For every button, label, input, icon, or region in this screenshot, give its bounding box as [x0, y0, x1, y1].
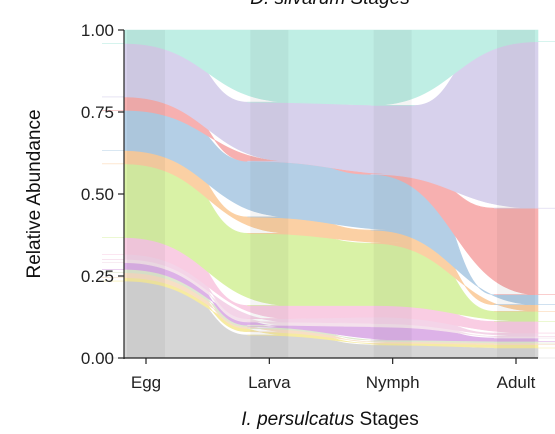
axes: 0.00 0.25 0.50 0.75 1.00 Egg Larva Nymph Adult — [81, 21, 538, 392]
y-tick-label: 0.25 — [81, 267, 114, 286]
area-layer-13 — [102, 41, 555, 209]
x-tick-label-egg: Egg — [131, 373, 161, 392]
area-layer-9 — [102, 163, 555, 322]
stage-band-adult — [497, 30, 535, 358]
area-layer-10 — [102, 150, 555, 312]
x-tick-label-nymph: Nymph — [366, 373, 420, 392]
y-tick-label: 1.00 — [81, 21, 114, 40]
x-tick-label-larva: Larva — [248, 373, 291, 392]
area-layer-14 — [102, 29, 555, 106]
area-layer-7 — [102, 253, 555, 337]
chart-title: D. silvarum Stages — [250, 0, 410, 9]
stage-band-larva — [250, 30, 289, 358]
x-tick-label-adult: Adult — [497, 373, 536, 392]
stage-band-nymph — [373, 30, 412, 358]
x-axis-title-italic: I. persulcatus — [241, 409, 354, 430]
stage-highlight-bands — [127, 30, 535, 358]
area-layer-6 — [102, 258, 555, 339]
y-tick-label: 0.75 — [81, 103, 114, 122]
y-tick-label: 0.50 — [81, 185, 114, 204]
stage-band-egg — [127, 30, 165, 358]
x-axis-title-rest: Stages — [354, 409, 418, 430]
x-axis-title: I. persulcatus Stages — [241, 409, 418, 430]
area-layer-12 — [102, 96, 555, 296]
y-axis-title: Relative Abundance — [24, 109, 45, 278]
y-tick-label: 0.00 — [81, 349, 114, 368]
area-layers — [102, 29, 555, 359]
